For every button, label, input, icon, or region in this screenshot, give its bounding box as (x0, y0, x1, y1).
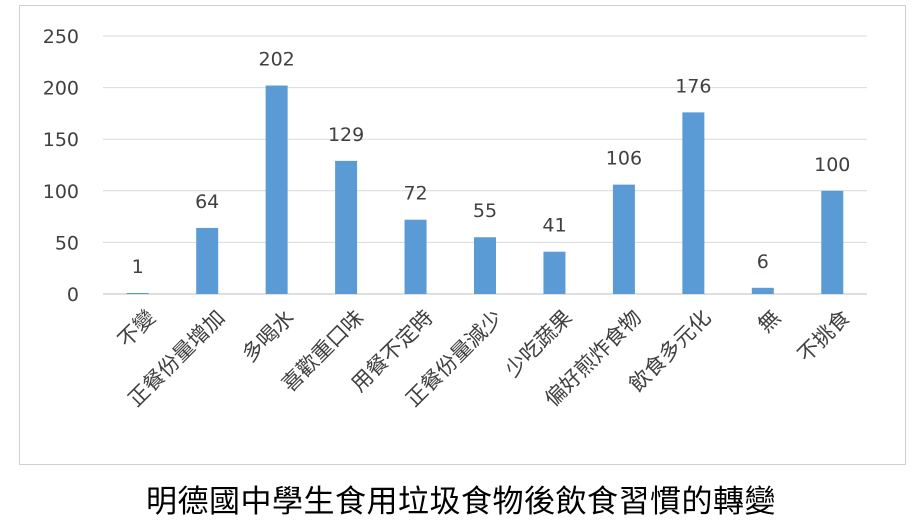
data-label: 64 (195, 191, 219, 213)
x-tick-label: 多喝水 (237, 305, 299, 367)
data-label: 72 (403, 183, 427, 205)
y-tick-label: 150 (43, 129, 79, 151)
x-tick-label: 無 (753, 305, 785, 337)
bar (404, 219, 427, 294)
chart-caption: 明德國中學生食用垃圾食物後飲食習慣的轉變 (146, 484, 776, 520)
data-label: 176 (675, 75, 711, 97)
x-tick-label: 不挑食 (793, 305, 855, 367)
bar (821, 190, 844, 294)
bar (196, 227, 219, 294)
y-tick-label: 50 (55, 232, 79, 254)
data-label: 106 (606, 148, 642, 170)
data-label: 129 (328, 124, 364, 146)
data-label: 1 (132, 256, 144, 278)
bar (751, 287, 774, 294)
x-tick-label: 不變 (113, 305, 160, 352)
y-tick-label: 200 (43, 78, 79, 100)
chart-frame (19, 5, 906, 465)
data-label: 202 (259, 49, 295, 71)
y-tick-label: 250 (43, 26, 79, 48)
bar (126, 292, 149, 294)
bar (335, 160, 358, 294)
bar (265, 85, 288, 294)
bar (682, 112, 705, 294)
data-label: 6 (757, 251, 769, 273)
y-tick-label: 100 (43, 181, 79, 203)
bar (612, 184, 635, 294)
data-label: 55 (473, 200, 497, 222)
data-label: 41 (542, 215, 566, 237)
y-tick-label: 0 (67, 284, 79, 306)
data-label: 100 (814, 154, 850, 176)
bar (543, 251, 566, 294)
bar (474, 237, 496, 294)
bar-chart: 0501001502002501不變64正餐份量增加202多喝水129喜歡重口味… (43, 26, 867, 411)
